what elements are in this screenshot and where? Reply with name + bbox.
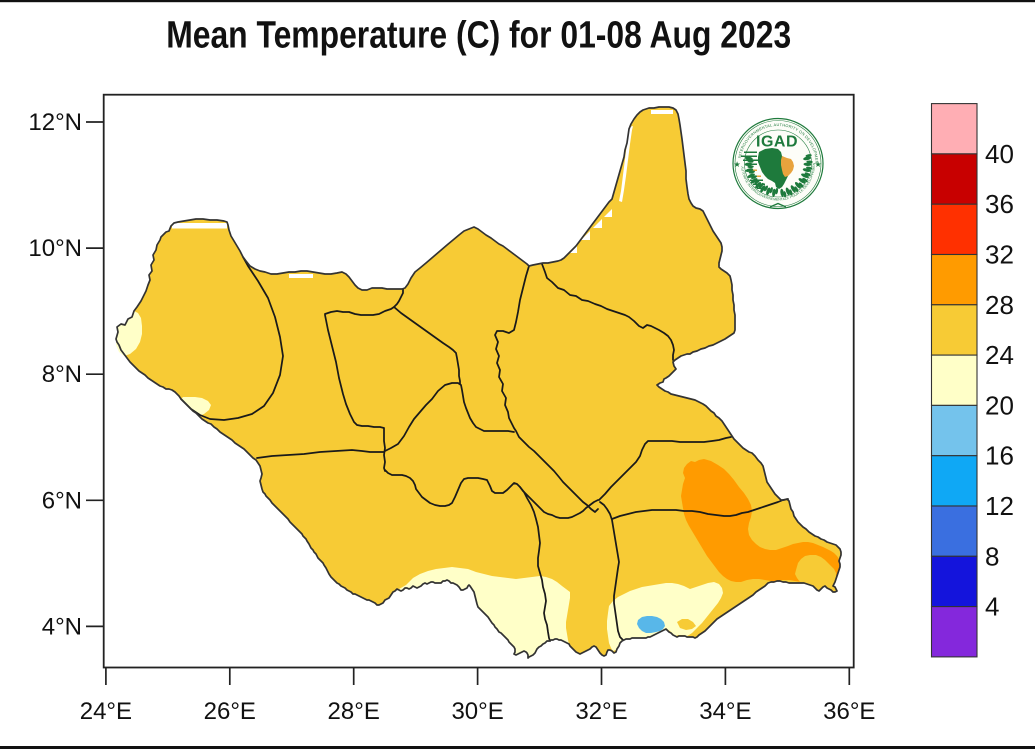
svg-text:26°E: 26°E xyxy=(204,698,256,725)
svg-text:10°N: 10°N xyxy=(28,235,82,262)
svg-text:12: 12 xyxy=(985,491,1014,521)
svg-text:12°N: 12°N xyxy=(28,109,82,136)
svg-text:4°N: 4°N xyxy=(42,613,82,640)
svg-text:8°N: 8°N xyxy=(42,361,82,388)
svg-text:32°E: 32°E xyxy=(575,698,627,725)
svg-text:24°E: 24°E xyxy=(80,698,132,725)
svg-text:24: 24 xyxy=(985,340,1014,370)
svg-text:IGAD: IGAD xyxy=(756,134,798,151)
svg-text:36°E: 36°E xyxy=(823,698,875,725)
svg-text:16: 16 xyxy=(985,441,1014,471)
svg-text:28°E: 28°E xyxy=(328,698,380,725)
svg-text:40: 40 xyxy=(985,139,1014,169)
svg-text:Mean Temperature (C) for 01-08: Mean Temperature (C) for 01-08 Aug 2023 xyxy=(166,15,791,57)
svg-text:30°E: 30°E xyxy=(451,698,503,725)
svg-text:36: 36 xyxy=(985,189,1014,219)
svg-text:4: 4 xyxy=(985,592,999,622)
svg-text:★: ★ xyxy=(734,160,741,169)
svg-text:28: 28 xyxy=(985,290,1014,320)
svg-text:6°N: 6°N xyxy=(42,487,82,514)
svg-text:34°E: 34°E xyxy=(699,698,751,725)
svg-text:32: 32 xyxy=(985,240,1014,270)
svg-text:20: 20 xyxy=(985,390,1014,420)
svg-text:8: 8 xyxy=(985,541,999,571)
svg-text:★: ★ xyxy=(815,160,822,169)
